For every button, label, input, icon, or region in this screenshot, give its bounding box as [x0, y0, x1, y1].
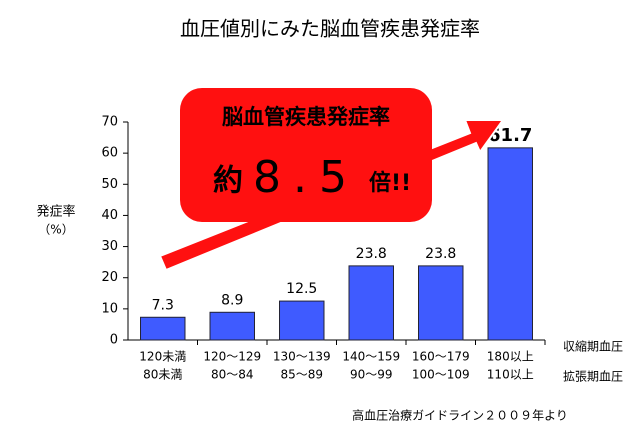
x-tick-label: 120未満 [139, 350, 186, 364]
bar [348, 265, 394, 341]
callout-prefix: 約 [213, 164, 243, 199]
bar [487, 147, 533, 341]
y-tick-label: 70 [101, 115, 118, 130]
y-tick-label: 30 [101, 239, 118, 254]
x-tick-label: 85～89 [280, 368, 323, 382]
y-axis-label: 発症率 [36, 204, 75, 220]
x-tick-label: 140～159 [342, 350, 400, 364]
x-tick-label: 130～139 [273, 350, 331, 364]
x-tick-label: 180以上 [487, 350, 534, 364]
chart-title: 血圧値別にみた脳血管疾患発症率 [180, 17, 480, 41]
x-tick-label: 120～129 [203, 350, 261, 364]
callout-value: 8.5 [253, 152, 359, 203]
value-label: 8.9 [221, 292, 243, 308]
bar [209, 311, 255, 341]
value-label: 23.8 [356, 246, 387, 262]
x-tick-label: 80未満 [143, 368, 182, 382]
y-tick-label: 10 [101, 301, 118, 316]
value-label: 12.5 [286, 281, 317, 297]
x-tick-label: 110以上 [487, 368, 534, 382]
x-tick-label: 160～179 [412, 350, 470, 364]
x-tick-label: 80～84 [211, 368, 254, 382]
y-tick-label: 40 [101, 208, 118, 223]
value-label: 23.8 [425, 246, 456, 262]
y-tick-label: 60 [101, 146, 118, 161]
y-tick-label: 0 [110, 333, 118, 348]
bar [140, 316, 186, 341]
x-tick-label: 100～109 [412, 368, 470, 382]
row-label: 収縮期血圧 [563, 339, 623, 354]
callout-box [180, 88, 432, 222]
y-tick-label: 20 [101, 270, 118, 285]
row-label: 拡張期血圧 [563, 370, 623, 384]
value-label: 7.3 [152, 297, 174, 313]
plot-area: 0 10 20 30 40 50 60 70 120未満 80未満 7.3 120～129 80～84 8… [101, 115, 546, 382]
bar [418, 265, 464, 341]
value-label: 61.7 [488, 125, 532, 146]
y-axis-label: （%） [38, 223, 73, 237]
x-tick-label: 90～99 [350, 368, 393, 382]
source-note: 高血圧治療ガイドライン２００９年より [352, 408, 568, 423]
bar [279, 300, 325, 341]
callout: 脳血管疾患発症率 約 8.5 倍!! [158, 88, 505, 272]
callout-suffix: 倍!! [369, 170, 411, 196]
callout-title: 脳血管疾患発症率 [222, 105, 390, 129]
y-tick-label: 50 [101, 177, 118, 192]
